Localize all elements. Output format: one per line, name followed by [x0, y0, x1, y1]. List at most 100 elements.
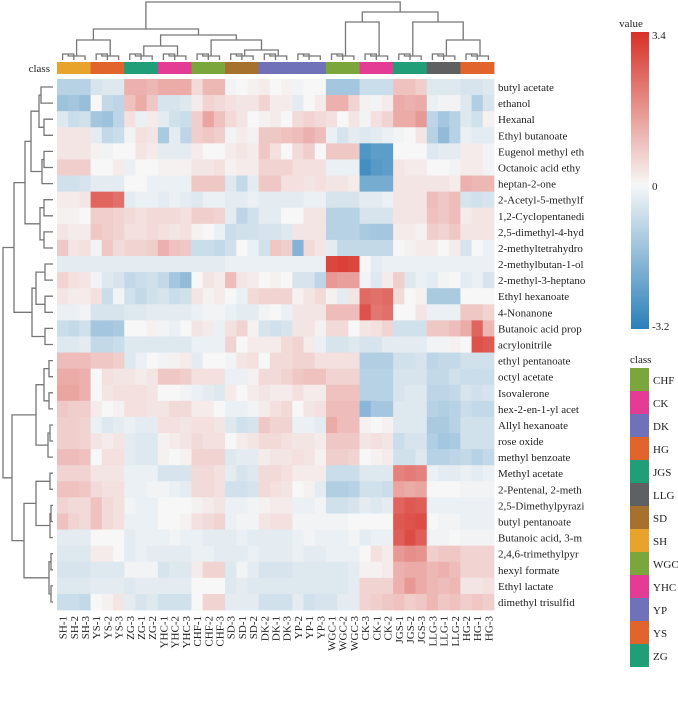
heatmap-cell	[90, 384, 103, 402]
heatmap-cell	[146, 416, 159, 434]
heatmap-cell	[101, 143, 114, 160]
heatmap-cell	[247, 593, 260, 611]
heatmap-cell	[90, 191, 103, 209]
heatmap-cell	[247, 400, 260, 418]
heatmap-cell	[101, 272, 114, 289]
class-bar-segment	[236, 62, 248, 74]
heatmap-cell	[471, 79, 484, 96]
heatmap-cell	[101, 256, 114, 273]
heatmap-cell	[258, 207, 271, 225]
row-label: 2-Acetyl-5-methylf	[498, 195, 584, 207]
legend-swatch	[630, 552, 649, 575]
heatmap-cell	[415, 577, 428, 595]
heatmap-cell	[146, 529, 159, 547]
heatmap-cell	[359, 384, 372, 402]
heatmap-cell	[393, 497, 405, 514]
dendrogram-branch	[361, 11, 439, 22]
column-label: SH-2	[69, 616, 81, 639]
heatmap-cell	[269, 433, 282, 450]
heatmap-cell	[426, 368, 439, 386]
heatmap-cell	[124, 79, 136, 96]
legend-swatch	[630, 506, 649, 529]
heatmap-cell	[404, 433, 416, 450]
heatmap-cell	[437, 481, 450, 498]
heatmap-cell	[348, 304, 360, 321]
heatmap-cell	[404, 368, 416, 386]
heatmap-cell	[90, 593, 103, 611]
heatmap-cell	[449, 465, 461, 482]
heatmap-cell	[314, 352, 327, 370]
heatmap-cell	[191, 433, 204, 450]
heatmap-cell	[348, 272, 360, 289]
heatmap-cell	[202, 384, 215, 402]
heatmap-cell	[247, 497, 260, 514]
class-bar-segment	[404, 62, 416, 74]
dendrogram-branch	[49, 472, 53, 490]
heatmap-cell	[135, 497, 148, 514]
heatmap-cell	[449, 416, 461, 434]
heatmap-cell	[269, 352, 282, 370]
class-bar-segment	[381, 62, 394, 74]
heatmap-cell	[314, 79, 327, 96]
heatmap-cell	[482, 481, 495, 498]
heatmap-cell	[79, 79, 92, 96]
heatmap-cell	[236, 175, 248, 193]
heatmap-cell	[90, 127, 103, 144]
heatmap-cell	[437, 497, 450, 514]
column-label: HG-2	[461, 616, 473, 641]
legend-label: CK	[653, 398, 668, 410]
heatmap-cell	[269, 191, 282, 209]
dendrogram-branch	[244, 49, 279, 56]
heatmap-cell	[213, 143, 226, 160]
heatmap-cell	[202, 497, 215, 514]
class-bar-segment	[471, 62, 484, 74]
heatmap-cell	[157, 320, 170, 337]
heatmap-cell	[236, 336, 248, 353]
heatmap-cell	[415, 465, 428, 482]
heatmap-cell	[202, 320, 215, 337]
heatmap-cell	[359, 127, 372, 144]
heatmap-cell	[180, 352, 192, 370]
heatmap-cell	[124, 207, 136, 225]
heatmap-cell	[449, 191, 461, 209]
heatmap-cell	[359, 191, 372, 209]
heatmap-cell	[57, 223, 69, 241]
row-dendrogram	[2, 86, 53, 603]
heatmap-cell	[404, 593, 416, 611]
dendrogram-branch	[30, 110, 42, 173]
heatmap-cell	[157, 191, 170, 209]
heatmap-cell	[101, 304, 114, 321]
heatmap-cell	[482, 400, 495, 418]
heatmap-cell	[437, 95, 450, 112]
heatmap-cell	[449, 111, 461, 128]
heatmap-cell	[471, 577, 484, 595]
heatmap-cell	[258, 239, 271, 257]
heatmap-cell	[415, 111, 428, 128]
heatmap-cell	[415, 304, 428, 321]
heatmap-cell	[303, 159, 316, 176]
heatmap-cell	[303, 433, 316, 450]
heatmap-cell	[258, 545, 271, 563]
dendrogram-branch	[35, 271, 45, 305]
heatmap-cell	[325, 368, 338, 386]
class-bar-segment	[426, 62, 439, 74]
heatmap-cell	[258, 449, 271, 466]
heatmap-cell	[303, 336, 316, 353]
heatmap-cell	[236, 352, 248, 370]
heatmap-cell	[281, 143, 293, 160]
heatmap-cell	[359, 159, 372, 176]
heatmap-cell	[213, 513, 226, 530]
heatmap-cell	[471, 465, 484, 482]
heatmap-cell	[303, 272, 316, 289]
heatmap-cell	[404, 256, 416, 273]
heatmap-cell	[213, 368, 226, 386]
class-bar-segment	[415, 62, 428, 74]
heatmap-cell	[225, 175, 237, 193]
heatmap-cell	[426, 288, 439, 305]
heatmap-cell	[281, 288, 293, 305]
heatmap-cell	[393, 465, 405, 482]
heatmap-cell	[460, 272, 472, 289]
heatmap-cell	[359, 433, 372, 450]
heatmap-cell	[258, 529, 271, 547]
heatmap-cell	[482, 288, 495, 305]
